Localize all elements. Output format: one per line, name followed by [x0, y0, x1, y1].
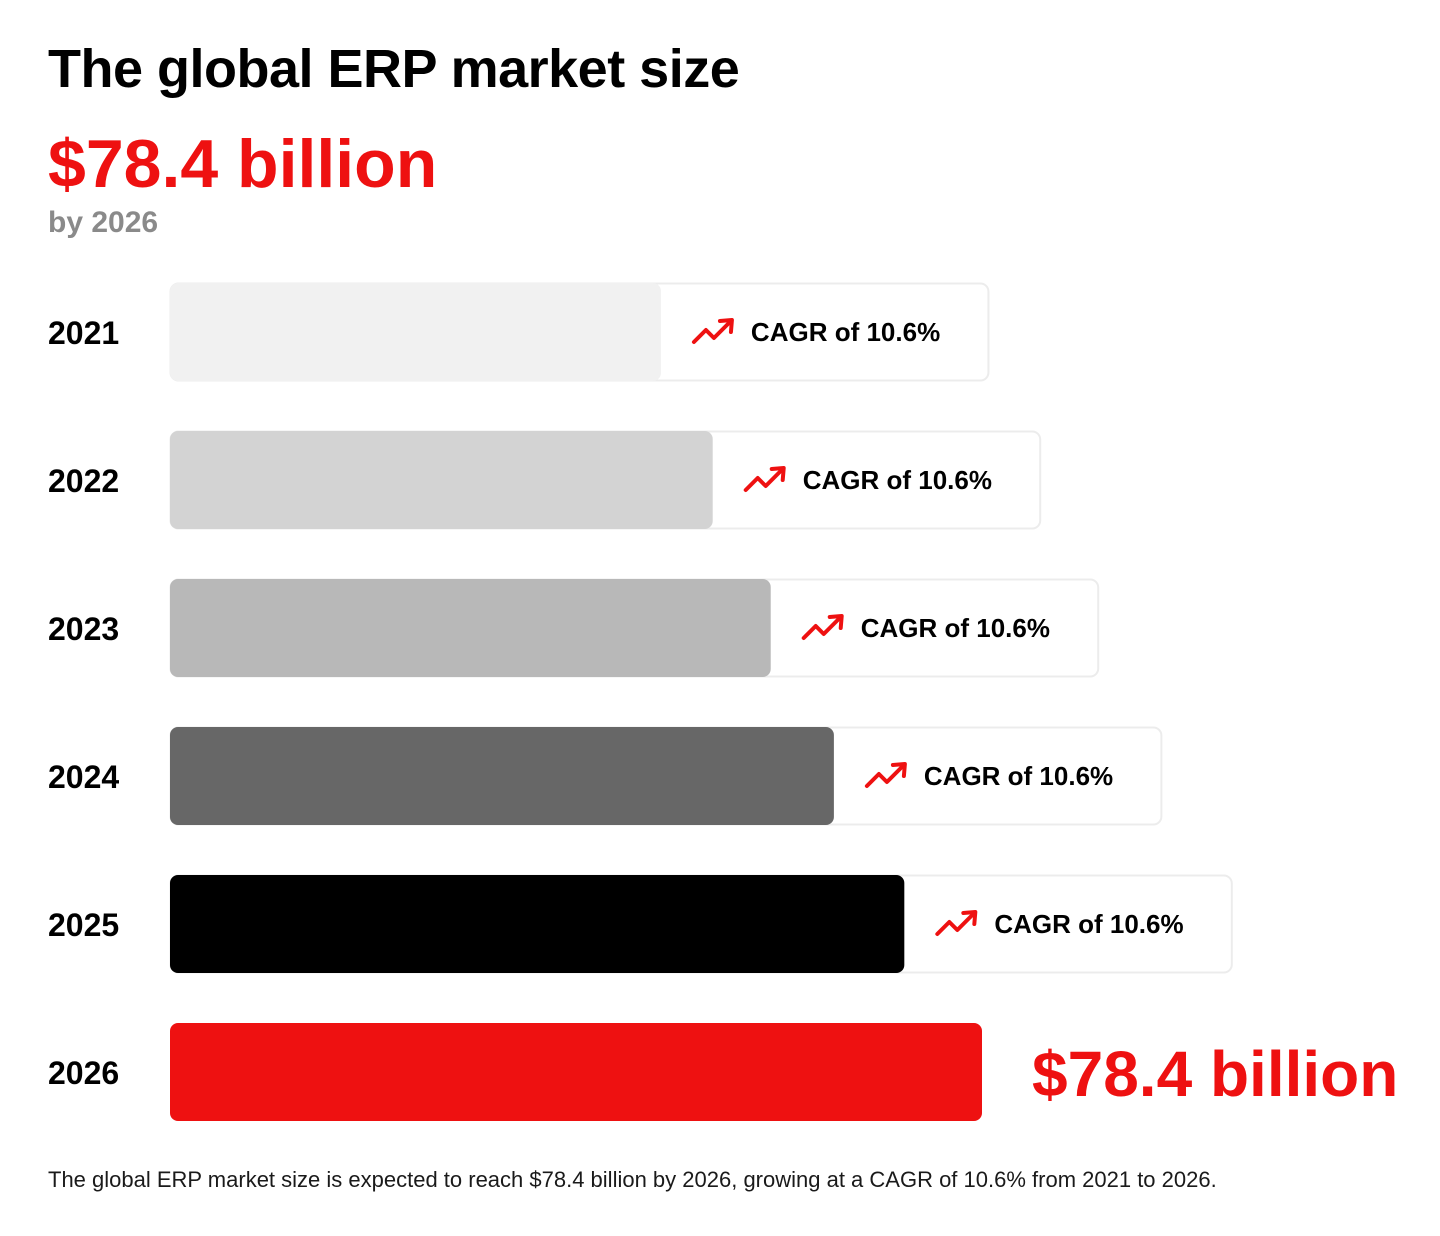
chart-title: The global ERP market size [48, 39, 740, 99]
headline-subtitle: by 2026 [48, 206, 159, 239]
bar-label-2021: CAGR of 10.6% [751, 317, 940, 347]
trending-up-icon [801, 614, 844, 640]
trending-up-icon [691, 318, 734, 344]
bar-2026 [170, 1023, 982, 1121]
bar-2021 [170, 283, 661, 381]
footnote: The global ERP market size is expected t… [48, 1167, 1217, 1192]
year-label-2024: 2024 [48, 759, 119, 795]
trending-up-icon [743, 466, 786, 492]
bar-label-2024: CAGR of 10.6% [924, 761, 1113, 791]
bar-chart: 2021 CAGR of 10.6% 2022 CAGR of 10.6% 2023 CA… [48, 282, 1398, 1121]
bar-2023 [170, 579, 771, 677]
bar-label-2023: CAGR of 10.6% [861, 613, 1050, 643]
bar-2024 [170, 727, 834, 825]
bar-label-2022: CAGR of 10.6% [803, 465, 992, 495]
year-label-2022: 2022 [48, 463, 119, 499]
bar-label-2026: $78.4 billion [1032, 1038, 1398, 1110]
year-label-2021: 2021 [48, 315, 119, 351]
year-label-2025: 2025 [48, 907, 119, 943]
bar-2022 [170, 431, 713, 529]
bar-2025 [170, 875, 905, 973]
bar-label-2025: CAGR of 10.6% [994, 909, 1183, 939]
year-label-2023: 2023 [48, 611, 119, 647]
trending-up-icon [864, 762, 907, 788]
headline-value: $78.4 billion [48, 126, 438, 202]
trending-up-icon [935, 910, 978, 936]
year-label-2026: 2026 [48, 1055, 119, 1091]
